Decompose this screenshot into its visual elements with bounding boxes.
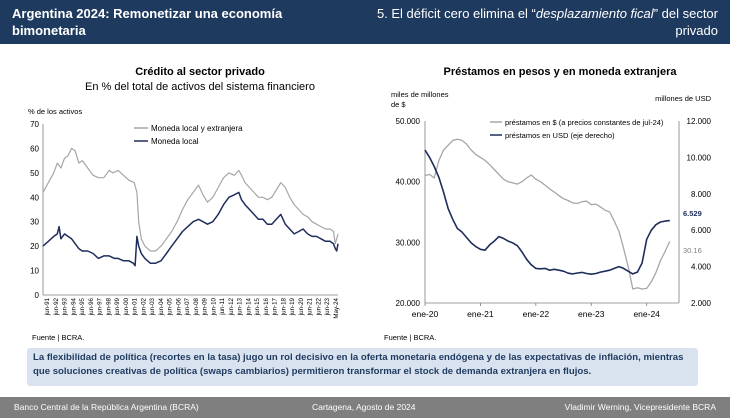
series-line-1 bbox=[424, 138, 671, 290]
section-title-emphasis: desplazamiento fical bbox=[535, 6, 654, 21]
legend-label-1: préstamos en $ (a precios constantes de … bbox=[505, 118, 664, 127]
x-tick-label: jun-22 bbox=[315, 297, 322, 316]
x-tick-label: jun-97 bbox=[97, 297, 104, 316]
right-chart-source: Fuente | BCRA. bbox=[384, 333, 437, 342]
left-axis-unit-line2: de $ bbox=[391, 100, 406, 109]
x-tick-label: jun-12 bbox=[228, 297, 235, 316]
x-tick-label: jun-19 bbox=[289, 297, 296, 316]
x-tick-label: ene-24 bbox=[633, 309, 660, 319]
right-axis-unit-label: millones de USD bbox=[655, 94, 711, 103]
x-tick-label: ene-23 bbox=[578, 309, 605, 319]
right-y-tick-label: 6.000 bbox=[691, 226, 712, 235]
right-y-tick-label: 10.000 bbox=[687, 153, 712, 162]
left-chart-title: Crédito al sector privado bbox=[135, 66, 265, 78]
x-tick-label: jun-14 bbox=[245, 297, 252, 316]
x-tick-label: jun-15 bbox=[254, 297, 261, 316]
summary-box: La flexibilidad de política (recortes en… bbox=[27, 348, 698, 386]
x-tick-label: jun-07 bbox=[184, 297, 191, 316]
right-y-tick-label: 2.000 bbox=[691, 299, 712, 308]
footer-institution: Banco Central de la República Argentina … bbox=[14, 402, 199, 412]
left-axis-unit-line1: miles de millones bbox=[391, 90, 449, 99]
right-y-tick-label: 4.000 bbox=[691, 263, 712, 272]
left-chart-subtitle: En % del total de activos del sistema fi… bbox=[85, 81, 315, 93]
y-tick-label: 30 bbox=[30, 218, 39, 227]
section-title-prefix: 5. El déficit cero elimina el “ bbox=[376, 6, 536, 21]
y-tick-label: 40 bbox=[30, 193, 39, 202]
footer-speaker: Vladimir Werning, Vicepresidente BCRA bbox=[564, 402, 716, 412]
x-tick-label: jun-92 bbox=[53, 297, 60, 316]
x-tick-label: jun-95 bbox=[79, 297, 86, 316]
series-line-2 bbox=[42, 191, 339, 267]
y-tick-label: 20 bbox=[30, 242, 39, 251]
x-tick-label: ene-22 bbox=[523, 309, 550, 319]
legend-label-2: préstamos en USD (eje derecho) bbox=[505, 131, 615, 140]
x-tick-label: May-24 bbox=[333, 297, 340, 318]
summary-text: La flexibilidad de política (recortes en… bbox=[33, 352, 684, 377]
x-tick-label: jun-08 bbox=[193, 297, 200, 316]
x-tick-label: jun-20 bbox=[298, 297, 305, 316]
left-y-tick-label: 30.000 bbox=[396, 238, 421, 247]
x-tick-label: jun-23 bbox=[324, 297, 331, 316]
x-tick-label: jun-00 bbox=[123, 297, 130, 316]
usd-last-value-label: 6.529 bbox=[683, 209, 702, 218]
right-chart-title: Préstamos en pesos y en moneda extranjer… bbox=[443, 66, 677, 78]
left-y-tick-label: 50.000 bbox=[396, 117, 421, 126]
x-tick-label: jun-11 bbox=[219, 297, 226, 315]
section-title: 5. El déficit cero elimina el “desplazam… bbox=[358, 5, 718, 39]
x-tick-label: ene-20 bbox=[412, 309, 439, 319]
right-y-tick-label: 12.000 bbox=[687, 117, 712, 126]
left-y-tick-label: 20.000 bbox=[396, 299, 421, 308]
y-tick-label: 70 bbox=[30, 120, 39, 129]
x-tick-label: jun-10 bbox=[210, 297, 217, 316]
x-tick-label: ene-21 bbox=[467, 309, 494, 319]
x-tick-label: jun-03 bbox=[149, 297, 156, 316]
x-tick-label: jun-06 bbox=[175, 297, 182, 316]
section-title-suffix: ” del sector privado bbox=[653, 6, 718, 38]
legend-label-1: Moneda local y extranjera bbox=[151, 124, 243, 133]
x-tick-label: jun-91 bbox=[44, 297, 51, 316]
legend-label-2: Moneda local bbox=[151, 137, 199, 146]
pesos-last-value-label: 30.16 bbox=[683, 246, 702, 255]
series-line-2 bbox=[424, 149, 670, 275]
x-tick-label: jun-04 bbox=[158, 297, 165, 316]
x-tick-label: jun-09 bbox=[202, 297, 209, 316]
footer-location-date: Cartagena, Agosto de 2024 bbox=[312, 402, 416, 412]
header-bar: Argentina 2024: Remonetizar una economía… bbox=[0, 0, 730, 44]
x-tick-label: jun-93 bbox=[62, 297, 69, 316]
left-chart-source: Fuente | BCRA. bbox=[32, 333, 85, 342]
right-y-tick-label: 8.000 bbox=[691, 190, 712, 199]
x-tick-label: jun-18 bbox=[280, 297, 287, 316]
y-tick-label: 10 bbox=[30, 267, 39, 276]
x-tick-label: jun-96 bbox=[88, 297, 95, 316]
series-line-1 bbox=[42, 147, 339, 252]
x-tick-label: jun-21 bbox=[307, 297, 314, 316]
x-tick-label: jun-99 bbox=[114, 297, 121, 316]
y-axis-unit-label: % de los activos bbox=[28, 107, 82, 116]
x-tick-label: jun-13 bbox=[237, 297, 244, 316]
x-tick-label: jun-94 bbox=[70, 297, 77, 316]
x-tick-label: jun-16 bbox=[263, 297, 270, 316]
x-tick-label: jun-02 bbox=[140, 297, 147, 316]
left-y-tick-label: 40.000 bbox=[396, 178, 421, 187]
footer-bar: Banco Central de la República Argentina … bbox=[0, 397, 730, 418]
x-tick-label: jun-05 bbox=[167, 297, 174, 316]
x-tick-label: jun-98 bbox=[105, 297, 112, 316]
x-tick-label: jun-17 bbox=[272, 297, 279, 316]
y-tick-label: 60 bbox=[30, 144, 39, 153]
y-tick-label: 0 bbox=[35, 291, 40, 300]
y-tick-label: 50 bbox=[30, 169, 39, 178]
x-tick-label: jun-01 bbox=[132, 297, 139, 316]
slide-title: Argentina 2024: Remonetizar una economía… bbox=[12, 6, 283, 38]
